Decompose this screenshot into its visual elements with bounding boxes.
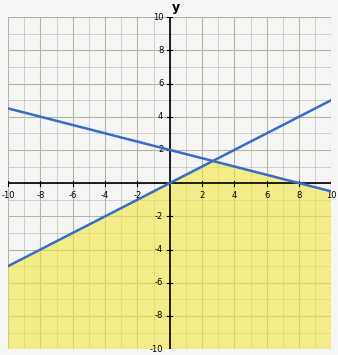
Text: -10: -10 [150, 345, 163, 354]
Text: -2: -2 [133, 191, 142, 201]
Text: y: y [172, 1, 180, 14]
Text: -8: -8 [36, 191, 45, 201]
Text: 2: 2 [158, 146, 163, 154]
Text: -4: -4 [101, 191, 109, 201]
Text: 8: 8 [158, 46, 163, 55]
Text: -8: -8 [155, 311, 163, 321]
Text: -4: -4 [155, 245, 163, 254]
Text: -2: -2 [155, 212, 163, 221]
Text: -6: -6 [155, 278, 163, 287]
Text: 2: 2 [199, 191, 205, 201]
Text: 6: 6 [158, 79, 163, 88]
Text: 4: 4 [232, 191, 237, 201]
Text: -10: -10 [1, 191, 15, 201]
Text: -6: -6 [69, 191, 77, 201]
Text: 10: 10 [153, 13, 163, 22]
Text: 4: 4 [158, 112, 163, 121]
Text: 6: 6 [264, 191, 269, 201]
Text: 8: 8 [296, 191, 302, 201]
Text: 10: 10 [326, 191, 337, 201]
